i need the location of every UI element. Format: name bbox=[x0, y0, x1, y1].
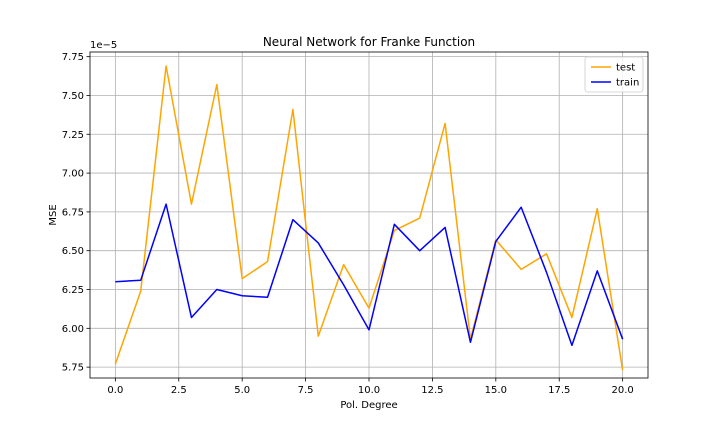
series-lines bbox=[114, 65, 624, 371]
x-axis-ticks: 0.0 2.5 5.0 7.5 10.0 12.5 15.0 17.5 20.0 bbox=[107, 378, 634, 396]
y-tick-label: 6.75 bbox=[62, 207, 84, 218]
x-axis-label: Pol. Degree bbox=[340, 400, 397, 411]
chart-title: Neural Network for Franke Function bbox=[263, 35, 475, 49]
x-tick-label: 0.0 bbox=[107, 385, 123, 396]
x-tick-label: 10.0 bbox=[358, 385, 380, 396]
y-tick-label: 7.00 bbox=[62, 169, 84, 180]
x-tick-label: 20.0 bbox=[612, 385, 634, 396]
y-axis-label: MSE bbox=[48, 204, 59, 225]
y-tick-label: 7.75 bbox=[62, 52, 84, 63]
x-tick-label: 2.5 bbox=[171, 385, 187, 396]
grid-lines bbox=[90, 52, 648, 378]
y-tick-label: 7.50 bbox=[62, 91, 84, 102]
legend-box bbox=[584, 56, 644, 93]
x-tick-label: 12.5 bbox=[421, 385, 443, 396]
y-tick-label: 6.00 bbox=[62, 324, 84, 335]
x-tick-label: 7.5 bbox=[298, 385, 314, 396]
series-line-test bbox=[114, 65, 624, 371]
y-tick-label: 6.50 bbox=[62, 246, 84, 257]
y-tick-label: 6.25 bbox=[62, 285, 84, 296]
legend: test train bbox=[584, 56, 644, 93]
x-tick-label: 17.5 bbox=[548, 385, 570, 396]
x-tick-label: 15.0 bbox=[485, 385, 507, 396]
legend-label-train: train bbox=[616, 78, 639, 89]
series-line-train bbox=[115, 203, 624, 347]
y-tick-label: 5.75 bbox=[62, 363, 84, 374]
y-axis-offset-text: 1e−5 bbox=[90, 40, 117, 51]
legend-label-test: test bbox=[616, 63, 635, 74]
y-axis-ticks: 5.75 6.00 6.25 6.50 6.75 7.00 7.25 7.50 7.75 bbox=[62, 52, 90, 374]
y-tick-label: 7.25 bbox=[62, 130, 84, 141]
x-tick-label: 5.0 bbox=[234, 385, 250, 396]
